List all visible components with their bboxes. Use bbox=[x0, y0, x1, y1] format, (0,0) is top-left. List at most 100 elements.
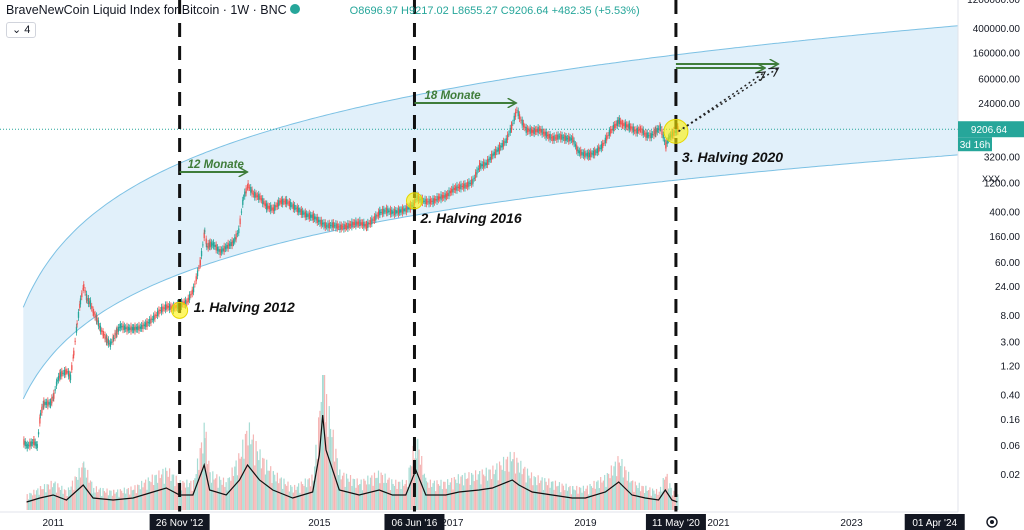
volume-bar bbox=[602, 480, 604, 510]
volume-bar bbox=[467, 478, 469, 510]
volume-bar bbox=[542, 489, 545, 510]
candle-body bbox=[432, 198, 434, 205]
volume-bar bbox=[448, 485, 450, 510]
candle-body bbox=[476, 169, 478, 175]
candle-body bbox=[628, 123, 630, 130]
candle-body bbox=[258, 193, 260, 200]
volume-bar bbox=[240, 456, 243, 510]
candle-body bbox=[512, 122, 514, 124]
volume-bar bbox=[564, 490, 566, 510]
candle-body bbox=[150, 317, 152, 324]
candle-body bbox=[654, 129, 656, 135]
candle-body bbox=[428, 198, 430, 205]
volume-bar bbox=[217, 487, 219, 510]
candle-body bbox=[206, 246, 208, 248]
volume-bar bbox=[455, 479, 457, 510]
candle-body bbox=[300, 209, 303, 215]
candle-body bbox=[534, 129, 537, 133]
volume-bar bbox=[174, 486, 176, 510]
candle-body bbox=[538, 128, 541, 132]
date-badge-bg bbox=[904, 514, 965, 530]
visibility-eye-icon[interactable] bbox=[290, 4, 300, 14]
volume-bar bbox=[47, 484, 50, 510]
candle-body bbox=[133, 327, 135, 331]
volume-bar bbox=[316, 458, 318, 510]
candle-body bbox=[659, 125, 661, 132]
volume-bar bbox=[337, 475, 340, 510]
candle-body bbox=[610, 128, 612, 134]
candle-body bbox=[497, 147, 499, 152]
volume-bar bbox=[209, 472, 211, 510]
close-value: C9206.64 bbox=[500, 5, 549, 17]
candle-body bbox=[188, 294, 191, 301]
price-badge-bg bbox=[958, 121, 1024, 138]
candle-body bbox=[516, 109, 518, 111]
volume-bar bbox=[486, 480, 489, 510]
candle-body bbox=[155, 314, 157, 316]
candle-body bbox=[663, 139, 666, 143]
y-tick-label: 1200.00 bbox=[984, 178, 1021, 189]
candle-body bbox=[260, 198, 263, 201]
candle-body bbox=[210, 242, 213, 247]
candle-body bbox=[81, 293, 83, 298]
candle-body bbox=[45, 401, 48, 406]
volume-bar bbox=[639, 491, 642, 510]
candle-body bbox=[431, 200, 433, 202]
volume-bar bbox=[331, 437, 333, 510]
candle-body bbox=[196, 270, 199, 277]
candle-body bbox=[577, 149, 579, 154]
interval-label[interactable]: 1W bbox=[230, 3, 250, 17]
candle-body bbox=[367, 221, 369, 228]
candle-body bbox=[65, 369, 67, 375]
candle-body bbox=[82, 287, 84, 291]
candle-body bbox=[343, 223, 345, 230]
candle-body bbox=[162, 306, 164, 312]
candle-body bbox=[168, 304, 171, 311]
volume-bar bbox=[375, 478, 377, 510]
symbol-title[interactable]: BraveNewCoin Liquid Index for Bitcoin bbox=[6, 3, 220, 17]
candle-body bbox=[638, 129, 640, 131]
candle-body bbox=[207, 242, 209, 249]
candle-body bbox=[59, 371, 62, 377]
candle-body bbox=[599, 147, 601, 149]
candle-body bbox=[91, 305, 93, 309]
volume-bar bbox=[42, 489, 44, 510]
candle-body bbox=[544, 131, 546, 136]
candle-body bbox=[650, 133, 652, 139]
volume-bar bbox=[480, 484, 482, 510]
candle-body bbox=[130, 325, 132, 332]
candle-body bbox=[526, 128, 529, 133]
candle-body bbox=[105, 336, 108, 343]
candle-body bbox=[493, 151, 495, 156]
candle-body bbox=[336, 223, 338, 229]
volume-bar bbox=[160, 474, 163, 510]
candle-body bbox=[649, 132, 651, 139]
candle-body bbox=[361, 222, 364, 226]
volume-bar bbox=[415, 439, 417, 510]
candle-body bbox=[183, 301, 185, 306]
indicators-toggle[interactable]: ⌄ 4 bbox=[6, 22, 37, 38]
volume-bar bbox=[243, 458, 245, 510]
volume-bar bbox=[409, 465, 412, 510]
volume-bar bbox=[38, 494, 40, 510]
candle-body bbox=[524, 126, 526, 129]
candle-body bbox=[552, 136, 554, 141]
halving-label-3: 3. Halving 2020 bbox=[682, 149, 783, 165]
settings-gear-icon[interactable] bbox=[986, 516, 998, 528]
volume-bar bbox=[568, 487, 570, 510]
candle-body bbox=[395, 210, 397, 214]
candle-body bbox=[240, 211, 243, 213]
volume-bar bbox=[633, 491, 635, 510]
volume-bar bbox=[262, 457, 264, 510]
candle-body bbox=[536, 128, 538, 133]
candle-body bbox=[284, 199, 287, 205]
volume-bar bbox=[653, 490, 655, 510]
candle-body bbox=[280, 199, 283, 204]
volume-bar bbox=[82, 463, 84, 510]
candle-body bbox=[337, 226, 340, 228]
candle-body bbox=[622, 122, 624, 127]
volume-bar bbox=[517, 462, 519, 510]
candle-body bbox=[392, 211, 394, 214]
y-tick-label: 3200.00 bbox=[984, 152, 1021, 163]
